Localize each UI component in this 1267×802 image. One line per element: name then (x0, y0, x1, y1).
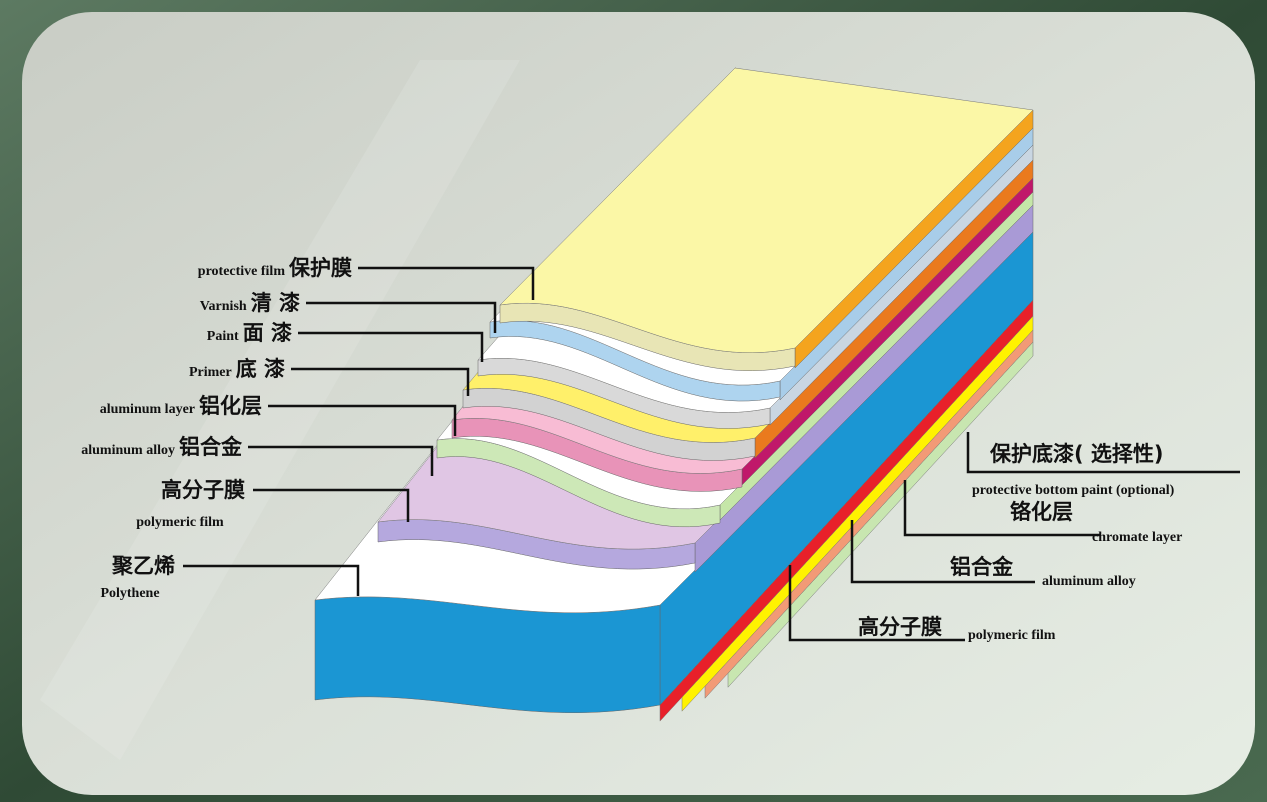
label-en: polymeric film (136, 515, 224, 530)
label-zh: 底 漆 (236, 357, 285, 381)
label-zh: 铬化层 (1010, 500, 1073, 524)
label-en: Varnish (200, 299, 247, 314)
leader-line (788, 565, 965, 642)
left-label: aluminum layer 铝化层 (100, 394, 262, 418)
leader-line (248, 445, 434, 476)
label-en: aluminum layer (100, 402, 195, 417)
label-zh: 铝化层 (199, 394, 262, 418)
left-label: Paint 面 漆 (207, 321, 292, 345)
label-en: Primer (189, 365, 232, 380)
label-zh: 清 漆 (251, 291, 300, 315)
label-en: protective bottom paint (optional) (972, 483, 1175, 498)
label-zh: 面 漆 (243, 321, 292, 345)
light-streak (40, 60, 520, 760)
layer-block (314, 67, 1034, 722)
label-zh: 保护膜 (288, 256, 352, 280)
label-en: Polythene (100, 586, 159, 601)
leader-line (966, 432, 1240, 474)
left-label: Primer 底 漆 (189, 357, 285, 381)
leader-line (850, 520, 1035, 584)
left-label: protective film 保护膜 (198, 256, 352, 280)
leader-line (183, 564, 360, 596)
label-en: aluminum alloy (1042, 574, 1136, 589)
leader-line (298, 331, 484, 362)
label-zh: 保护底漆( 选择性) (989, 442, 1164, 466)
label-en: polymeric film (968, 628, 1056, 643)
label-zh: 高分子膜 (161, 478, 245, 502)
label-zh: 铝合金 (179, 435, 243, 459)
layer-top (499, 67, 1034, 353)
label-en: aluminum alloy (81, 443, 175, 458)
label-en: protective film (198, 264, 286, 279)
label-en: Paint (207, 329, 239, 344)
labels: protective film 保护膜 Varnish 清 漆 Paint 面 漆 Prim… (81, 256, 1240, 643)
label-zh: 高分子膜 (858, 615, 942, 639)
leader-line (291, 367, 470, 396)
label-en: chromate layer (1092, 530, 1182, 545)
leader-line (306, 301, 497, 333)
layer-front (314, 596, 661, 713)
leader-line (358, 266, 535, 300)
left-label: Varnish 清 漆 (200, 291, 300, 315)
label-zh: 聚乙烯 (111, 554, 175, 578)
leader-line (253, 488, 410, 522)
leader-line (903, 480, 1100, 537)
leader-line (268, 404, 457, 436)
label-zh: 铝合金 (950, 555, 1014, 579)
left-label: aluminum alloy 铝合金 (81, 435, 243, 459)
